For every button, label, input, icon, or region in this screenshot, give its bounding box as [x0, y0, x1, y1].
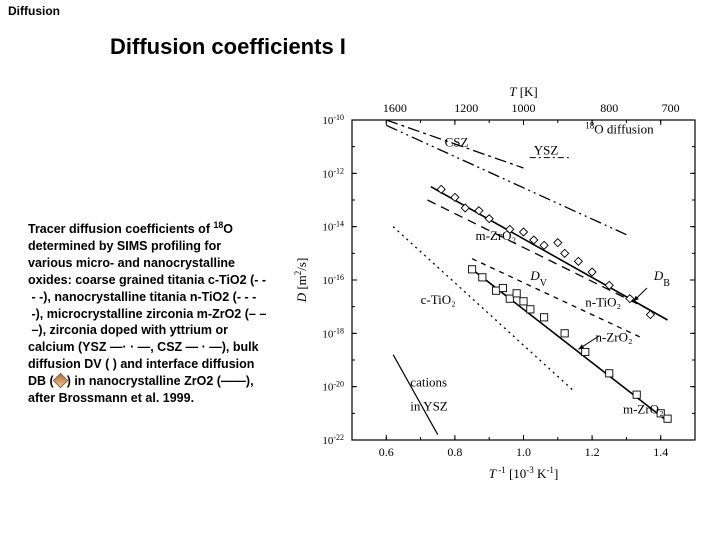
- corner-label: Diffusion: [8, 4, 60, 18]
- svg-text:10-18: 10-18: [322, 326, 344, 341]
- svg-text:10-12: 10-12: [322, 166, 344, 181]
- svg-text:cations: cations: [410, 375, 447, 390]
- caption-text: Tracer diffusion coefficients of 18O det…: [28, 220, 268, 407]
- svg-text:1600: 1600: [383, 101, 407, 115]
- svg-text:YSZ: YSZ: [534, 143, 559, 158]
- svg-text:0.6: 0.6: [379, 445, 394, 459]
- page-title: Diffusion coefficients I: [110, 34, 346, 60]
- svg-text:1.4: 1.4: [653, 445, 668, 459]
- svg-text:10-22: 10-22: [322, 433, 344, 448]
- svg-text:1.2: 1.2: [585, 445, 600, 459]
- svg-text:DB: DB: [653, 268, 670, 289]
- svg-text:m-ZrO₂: m-ZrO₂: [623, 401, 664, 416]
- svg-text:10-10: 10-10: [322, 113, 344, 128]
- svg-text:n-ZrO₂: n-ZrO₂: [596, 329, 633, 344]
- diffusion-chart: 0.6 0.8 1.0 1.2 1.4 1600 1200 1000 800 700 10-10 10…: [290, 80, 710, 480]
- svg-text:D [m2/s]: D [m2/s]: [293, 258, 309, 304]
- svg-text:m-ZrO₂: m-ZrO₂: [475, 228, 516, 243]
- svg-text:800: 800: [600, 101, 618, 115]
- svg-text:CSZ: CSZ: [445, 135, 469, 150]
- svg-text:T [K]: T [K]: [509, 84, 538, 99]
- svg-text:0.8: 0.8: [447, 445, 462, 459]
- svg-text:1.0: 1.0: [516, 445, 531, 459]
- svg-text:in YSZ: in YSZ: [410, 399, 447, 414]
- svg-text:1200: 1200: [454, 101, 478, 115]
- svg-text:700: 700: [662, 101, 680, 115]
- svg-text:DV: DV: [529, 268, 547, 289]
- svg-text:18O diffusion: 18O diffusion: [585, 120, 654, 136]
- svg-text:n-TiO₂: n-TiO₂: [585, 295, 621, 310]
- svg-text:10-16: 10-16: [322, 273, 344, 288]
- svg-text:T -1 [10-3 K-1]: T -1 [10-3 K-1]: [489, 465, 559, 480]
- svg-text:10-20: 10-20: [322, 379, 344, 394]
- svg-text:1000: 1000: [512, 101, 536, 115]
- svg-text:c-TiO₂: c-TiO₂: [421, 292, 456, 307]
- svg-text:10-14: 10-14: [322, 219, 344, 234]
